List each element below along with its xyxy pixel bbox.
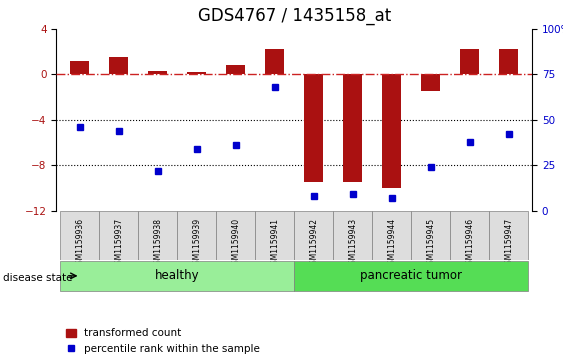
Text: healthy: healthy [155,269,199,282]
Text: GSM1159942: GSM1159942 [309,218,318,269]
FancyBboxPatch shape [99,211,138,260]
Text: GSM1159938: GSM1159938 [153,218,162,269]
Bar [265,49,284,74]
Bar [382,74,401,188]
Title: GDS4767 / 1435158_at: GDS4767 / 1435158_at [198,7,391,25]
Text: GSM1159941: GSM1159941 [270,218,279,269]
Text: GSM1159939: GSM1159939 [192,218,201,269]
FancyBboxPatch shape [333,211,372,260]
Text: GSM1159945: GSM1159945 [426,218,435,269]
Bar [460,49,479,74]
Text: disease state: disease state [3,273,72,283]
Bar [499,49,519,74]
FancyBboxPatch shape [372,211,411,260]
Text: GSM1159940: GSM1159940 [231,218,240,269]
Bar [70,61,90,74]
FancyBboxPatch shape [294,261,528,290]
FancyBboxPatch shape [489,211,528,260]
Bar [343,74,363,182]
Text: GSM1159937: GSM1159937 [114,218,123,269]
FancyBboxPatch shape [294,211,333,260]
Text: GSM1159946: GSM1159946 [465,218,474,269]
FancyBboxPatch shape [216,211,255,260]
Text: GSM1159947: GSM1159947 [504,218,513,269]
Bar [187,72,207,74]
Text: GSM1159944: GSM1159944 [387,218,396,269]
Text: GSM1159943: GSM1159943 [348,218,357,269]
Bar [109,57,128,74]
FancyBboxPatch shape [138,211,177,260]
FancyBboxPatch shape [411,211,450,260]
FancyBboxPatch shape [450,211,489,260]
FancyBboxPatch shape [60,261,294,290]
Bar [421,74,440,91]
Legend: transformed count, percentile rank within the sample: transformed count, percentile rank withi… [61,324,265,358]
FancyBboxPatch shape [177,211,216,260]
FancyBboxPatch shape [60,211,99,260]
Bar [226,65,245,74]
Text: pancreatic tumor: pancreatic tumor [360,269,462,282]
Bar [148,71,167,74]
Bar [304,74,323,182]
FancyBboxPatch shape [255,211,294,260]
Text: GSM1159936: GSM1159936 [75,218,84,269]
